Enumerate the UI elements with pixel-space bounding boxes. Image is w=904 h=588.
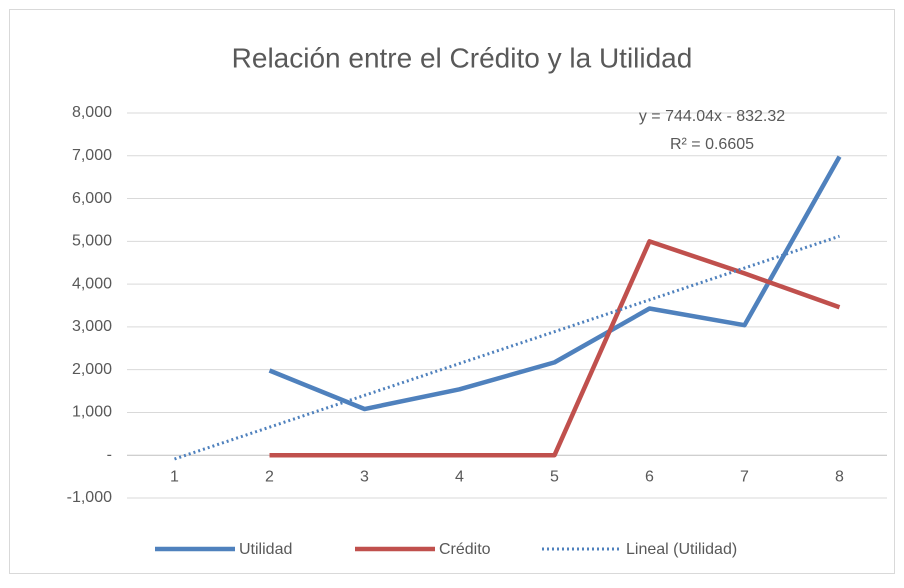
- chart-border: [9, 9, 895, 574]
- chart-title: Relación entre el Crédito y la Utilidad: [232, 42, 693, 73]
- x-tick-label: 6: [645, 468, 654, 485]
- line-series: [268, 155, 842, 412]
- annotation: R² = 0.6605: [670, 136, 754, 153]
- y-tick-label: 8,000: [72, 104, 112, 121]
- legend-label: Lineal (Utilidad): [626, 541, 737, 558]
- trend-line: [174, 234, 840, 461]
- x-tick-label: 8: [835, 468, 844, 485]
- annotation: y = 744.04x - 832.32: [639, 108, 785, 125]
- y-tick-label: 4,000: [72, 275, 112, 292]
- line-series: [269, 239, 841, 458]
- y-tick-label: -: [107, 446, 112, 463]
- legend-label: Utilidad: [239, 541, 292, 558]
- y-tick-label: -1,000: [67, 489, 112, 506]
- y-tick-label: 3,000: [72, 318, 112, 335]
- x-tick-label: 2: [265, 468, 274, 485]
- y-tick-label: 2,000: [72, 361, 112, 378]
- y-tick-label: 6,000: [72, 190, 112, 207]
- x-tick-label: 7: [740, 468, 749, 485]
- y-tick-label: 1,000: [72, 404, 112, 421]
- y-tick-label: 7,000: [72, 147, 112, 164]
- y-tick-label: 5,000: [72, 233, 112, 250]
- x-tick-label: 1: [170, 468, 179, 485]
- x-tick-label: 5: [550, 468, 559, 485]
- x-tick-label: 3: [360, 468, 369, 485]
- x-tick-label: 4: [455, 468, 464, 485]
- legend-label: Crédito: [439, 541, 491, 558]
